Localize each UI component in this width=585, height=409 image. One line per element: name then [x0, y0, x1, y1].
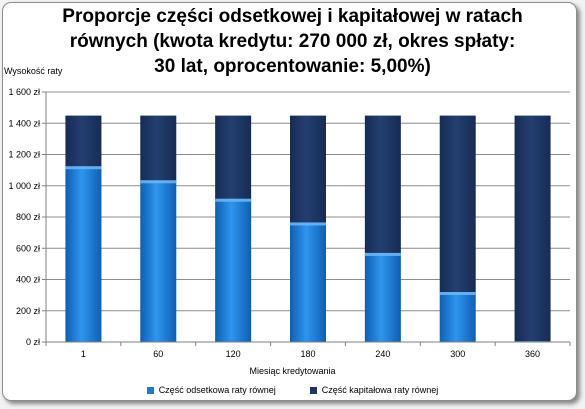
bar-capital-180 [290, 115, 326, 223]
legend-swatch-interest [146, 386, 154, 394]
x-tick-label: 300 [450, 349, 465, 359]
bar-interest-highlight [439, 292, 476, 295]
y-tick-label: 200 zł [16, 306, 40, 316]
legend-item-capital: Część kapitałowa raty równej [309, 385, 439, 395]
legend-swatch-capital [309, 386, 317, 394]
bar-capital-120 [215, 115, 252, 199]
y-tick-label: 1 400 zł [8, 118, 40, 128]
y-tick-label: 1 200 zł [8, 150, 40, 160]
bar-interest-60 [140, 180, 177, 342]
chart-title-line-2: równych (kwota kredytu: 270 000 zł, okre… [69, 31, 516, 52]
chart-title: Proporcje części odsetkowej i kapitałowe… [20, 4, 565, 79]
x-tick-label: 1 [81, 349, 86, 359]
y-tick-label: 0 zł [26, 337, 40, 347]
x-axis-label: Miesiąc kredytowania [249, 366, 336, 376]
legend-label-interest: Część odsetkowa raty równej [158, 385, 276, 395]
bar-interest-highlight [215, 198, 252, 202]
bar-interest-240 [364, 252, 401, 342]
x-tick-label: 240 [375, 349, 390, 359]
y-tick-label: 800 zł [16, 212, 40, 222]
y-tick-label: 1 000 zł [8, 181, 40, 191]
x-tick-label: 120 [226, 349, 241, 359]
legend: Część odsetkowa raty równej Część kapita… [0, 385, 585, 395]
chart-title-line-1: Proporcje części odsetkowej i kapitałowe… [62, 6, 523, 27]
x-tick-label: 60 [153, 349, 163, 359]
bar-interest-120 [215, 198, 252, 342]
bar-capital-60 [140, 115, 177, 181]
bar-interest-highlight [65, 166, 102, 170]
bar-interest-highlight [140, 180, 177, 184]
bar-capital-300 [439, 115, 476, 292]
legend-item-interest: Część odsetkowa raty równej [146, 385, 276, 395]
bar-capital-1 [65, 115, 102, 167]
bar-interest-300 [439, 292, 476, 342]
y-tick-label: 600 zł [16, 243, 40, 253]
bar-interest-highlight [290, 222, 326, 226]
bar-capital-360 [514, 115, 551, 342]
chart-title-line-3: 30 lat, oprocentowanie: 5,00%) [154, 56, 431, 77]
x-tick-label: 360 [525, 349, 540, 359]
legend-label-capital: Część kapitałowa raty równej [321, 385, 439, 395]
bar-interest-1 [65, 166, 102, 342]
y-tick-label: 400 zł [16, 275, 40, 285]
bar-capital-240 [364, 115, 401, 253]
y-axis-label: Wysokość raty [4, 66, 63, 76]
y-tick-label: 1 600 zł [8, 87, 40, 97]
bar-interest-highlight [364, 252, 401, 256]
x-tick-label: 180 [300, 349, 315, 359]
bar-interest-180 [290, 222, 326, 342]
